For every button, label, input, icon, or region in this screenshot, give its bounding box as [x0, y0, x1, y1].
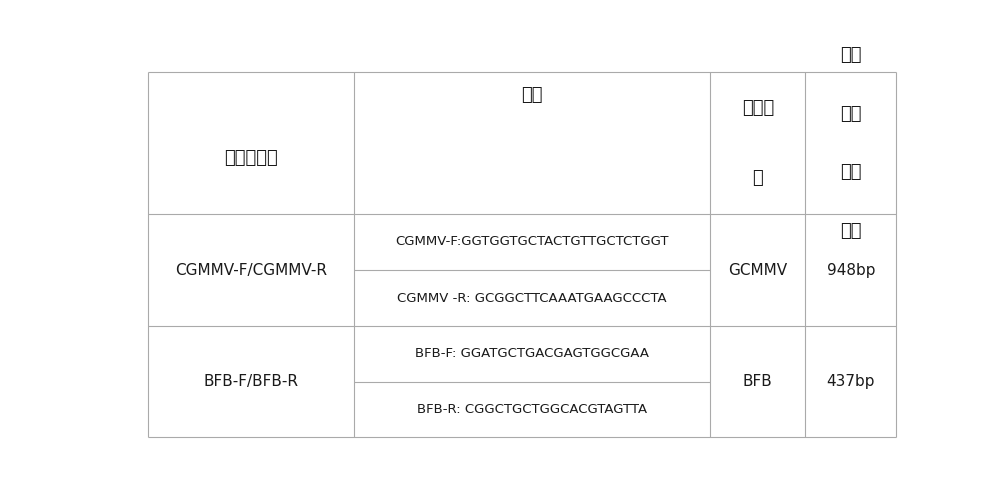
Text: CGMMV-F:GGTGGTGCTACTGTTGCTCTGGT: CGMMV-F:GGTGGTGCTACTGTTGCTCTGGT	[395, 235, 669, 248]
Text: 特异引物对: 特异引物对	[224, 150, 278, 167]
Text: GCMMV: GCMMV	[728, 263, 787, 278]
Text: BFB-R: CGGCTGCTGGCACGTAGTTA: BFB-R: CGGCTGCTGGCACGTAGTTA	[417, 403, 647, 416]
Text: CGMMV -R: GCGGCTTCAAATGAAGCCCTA: CGMMV -R: GCGGCTTCAAATGAAGCCCTA	[397, 292, 667, 305]
Text: 序列: 序列	[521, 86, 543, 104]
Text: BFB: BFB	[743, 374, 773, 389]
Text: 437bp: 437bp	[827, 374, 875, 389]
Text: 针对病

毒: 针对病 毒	[742, 99, 774, 187]
Text: BFB-F/BFB-R: BFB-F/BFB-R	[203, 374, 298, 389]
Text: BFB-F: GGATGCTGACGAGTGGCGAA: BFB-F: GGATGCTGACGAGTGGCGAA	[415, 347, 649, 360]
Text: 948bp: 948bp	[827, 263, 875, 278]
Text: CGMMV-F/CGMMV-R: CGMMV-F/CGMMV-R	[175, 263, 327, 278]
Text: 扩增

目的

条带

大小: 扩增 目的 条带 大小	[840, 46, 862, 239]
